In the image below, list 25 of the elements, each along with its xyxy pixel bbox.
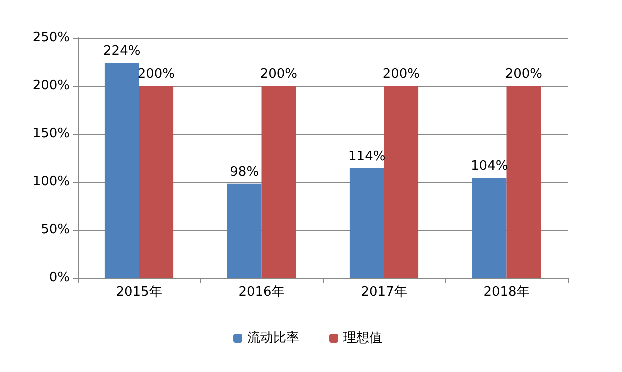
x-tick-label: 2015年 bbox=[116, 285, 162, 300]
bar bbox=[139, 86, 174, 278]
legend-label: 理想值 bbox=[344, 331, 382, 346]
y-tick-label: 200% bbox=[32, 78, 70, 94]
y-tick-label: 0% bbox=[49, 270, 70, 286]
bar bbox=[350, 168, 384, 278]
y-tick-label: 250% bbox=[32, 30, 70, 46]
y-tick-label: 50% bbox=[41, 222, 70, 238]
data-label: 98% bbox=[230, 164, 260, 180]
y-tick-label: 100% bbox=[32, 174, 70, 190]
data-label: 200% bbox=[382, 67, 420, 82]
y-tick-label: 150% bbox=[32, 126, 70, 142]
bar bbox=[227, 184, 262, 278]
bar bbox=[262, 86, 296, 278]
data-label: 200% bbox=[260, 67, 298, 82]
bar bbox=[472, 178, 507, 278]
data-label: 200% bbox=[505, 67, 542, 82]
bar bbox=[384, 86, 419, 278]
x-tick-label: 2017年 bbox=[361, 285, 408, 300]
x-tick-label: 2016年 bbox=[238, 285, 285, 300]
legend-label: 流动比率 bbox=[248, 330, 300, 346]
bar bbox=[506, 86, 542, 278]
data-label: 224% bbox=[104, 44, 141, 59]
bar bbox=[104, 62, 140, 278]
x-tick-label: 2018年 bbox=[484, 285, 530, 300]
